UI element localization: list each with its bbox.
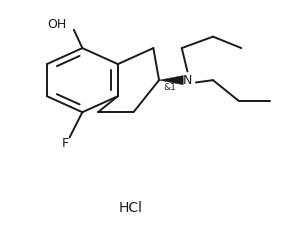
Text: OH: OH [47, 18, 67, 30]
Text: HCl: HCl [119, 201, 143, 215]
Polygon shape [159, 76, 183, 85]
Text: N: N [183, 74, 192, 87]
Text: F: F [62, 137, 69, 150]
Text: &1: &1 [163, 83, 176, 92]
